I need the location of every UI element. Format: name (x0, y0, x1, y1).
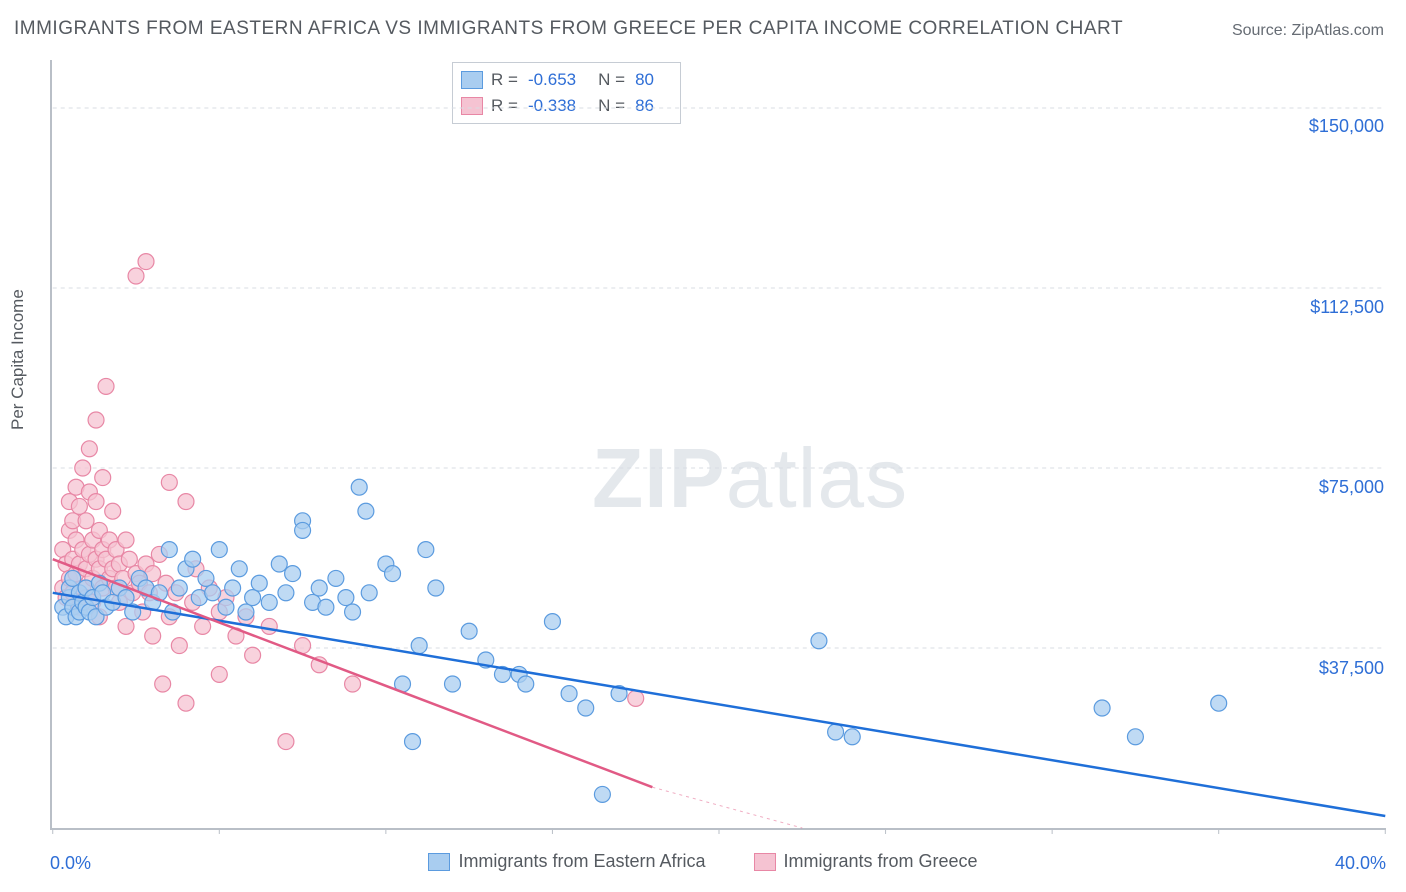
source-attribution: Source: ZipAtlas.com (1232, 22, 1384, 40)
x-axis-min-label: 0.0% (50, 853, 91, 874)
y-tick-label: $150,000 (1309, 116, 1384, 137)
y-tick-label: $37,500 (1319, 658, 1384, 679)
scatter-chart-svg (52, 60, 1386, 828)
legend-label: Immigrants from Greece (784, 851, 978, 872)
legend-item-1: Immigrants from Greece (754, 851, 978, 872)
plot-area: ZIPatlas R = -0.653 N = 80 R = -0.338 N … (50, 60, 1386, 830)
series-legend: Immigrants from Eastern Africa Immigrant… (0, 851, 1406, 872)
legend-swatch (428, 853, 450, 871)
source-prefix: Source: (1232, 22, 1292, 39)
source-link[interactable]: ZipAtlas.com (1292, 22, 1384, 39)
x-axis-max-label: 40.0% (1335, 853, 1386, 874)
y-axis-label: Per Capita Income (8, 289, 28, 430)
y-tick-label: $112,500 (1310, 297, 1384, 318)
chart-title: IMMIGRANTS FROM EASTERN AFRICA VS IMMIGR… (14, 18, 1123, 40)
legend-item-0: Immigrants from Eastern Africa (428, 851, 705, 872)
y-tick-label: $75,000 (1319, 477, 1384, 498)
legend-label: Immigrants from Eastern Africa (458, 851, 705, 872)
legend-swatch (754, 853, 776, 871)
